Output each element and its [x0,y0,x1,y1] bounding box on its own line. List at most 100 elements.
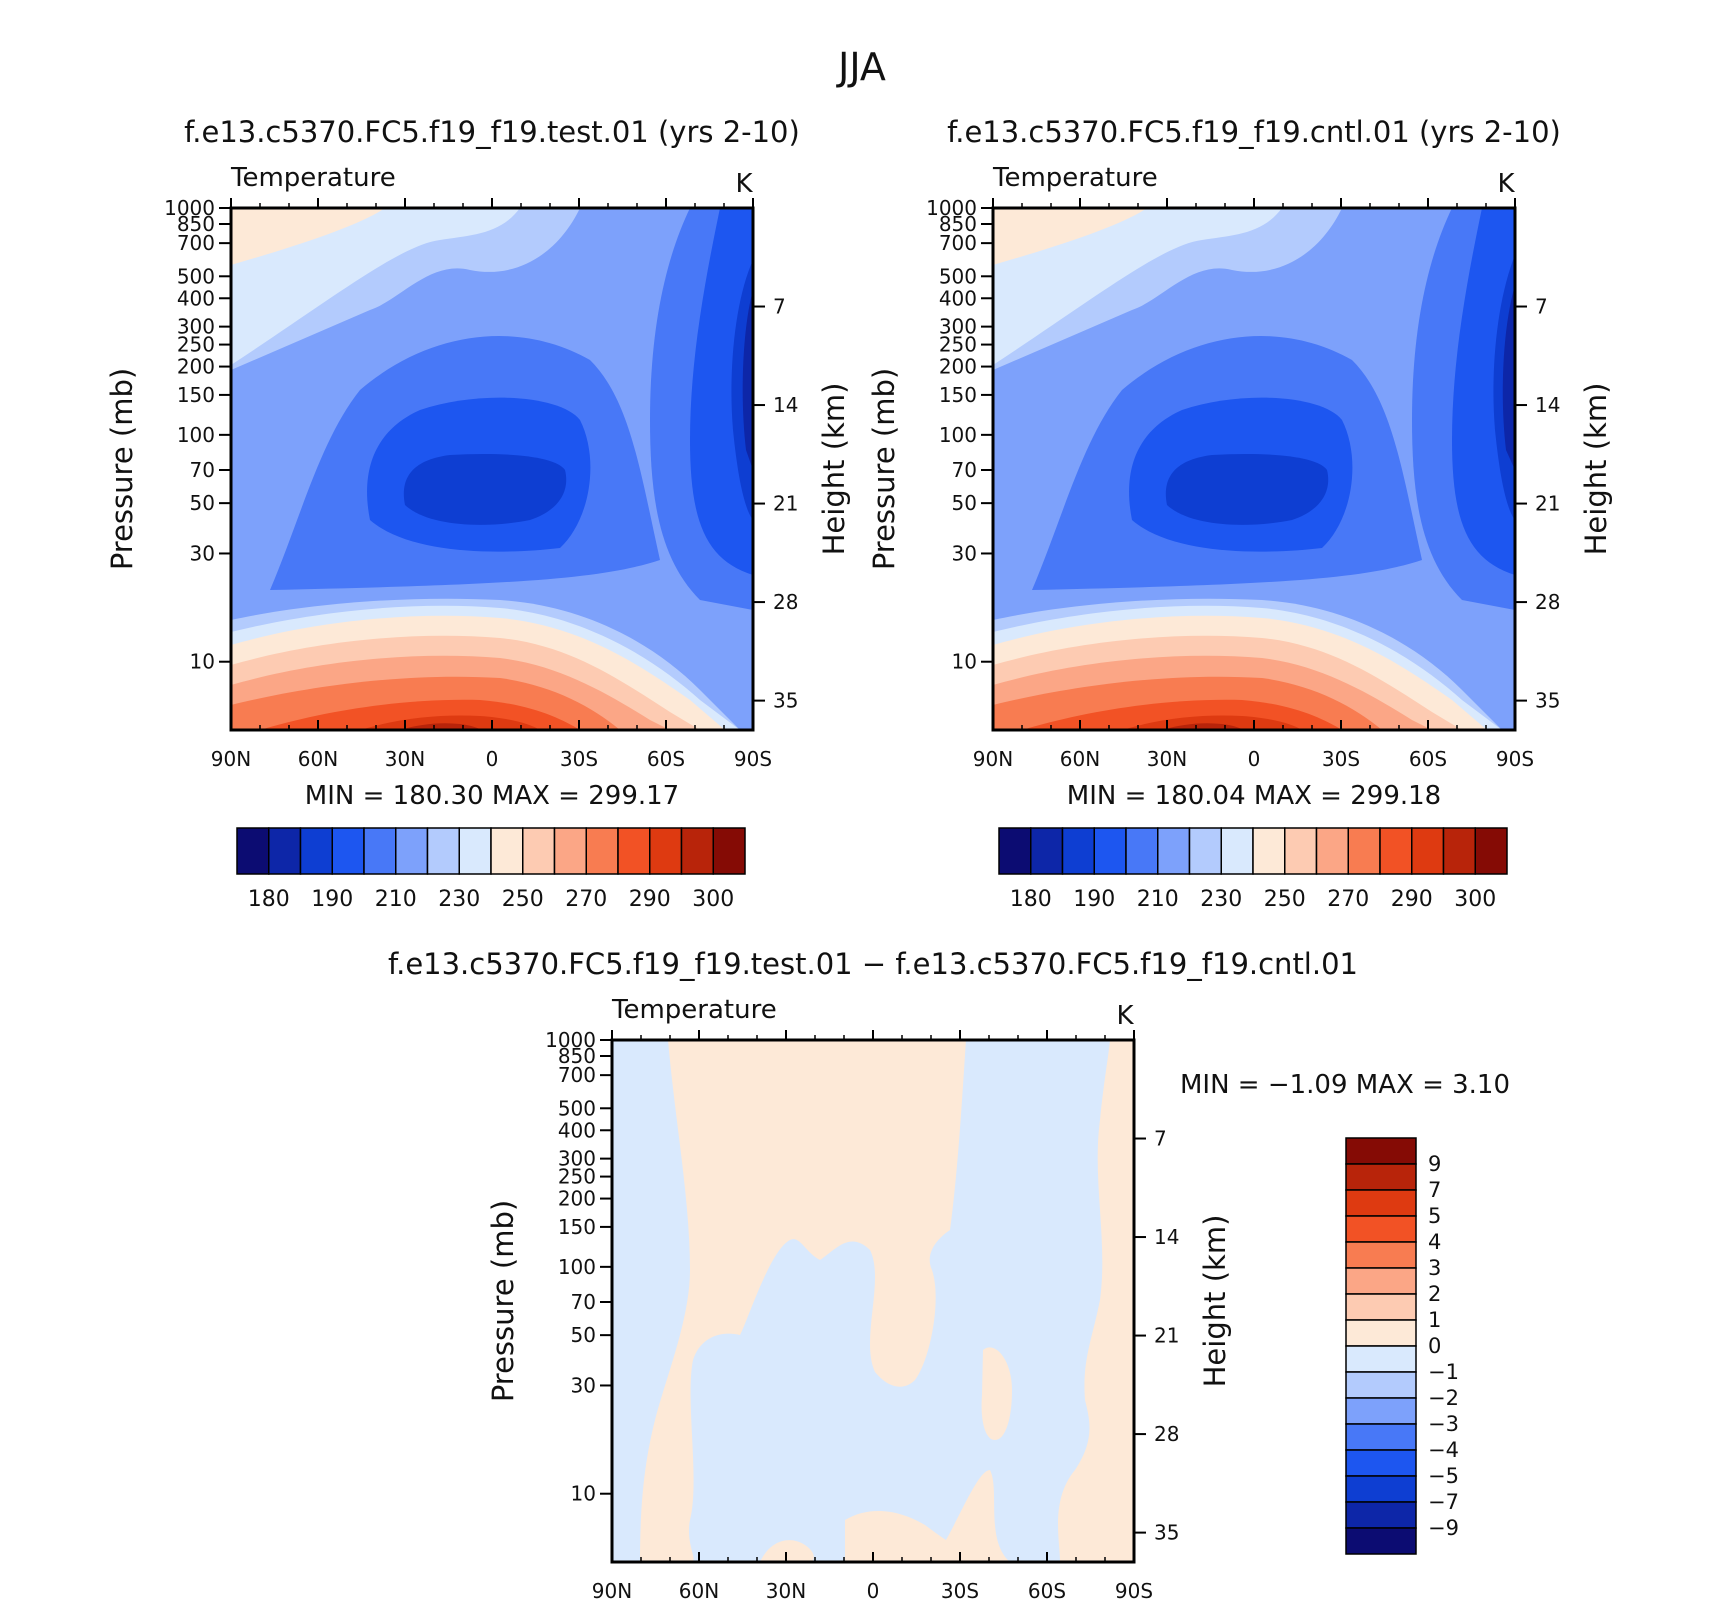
colorbar-label: −7 [1428,1490,1459,1514]
colorbar-label: 230 [438,887,480,912]
colorbar-swatch [490,827,524,875]
y-tick-label: 500 [177,264,215,288]
panel-test-title: f.e13.c5370.FC5.f19_f19.test.01 (yrs 2-1… [184,115,800,149]
y2-tick-label: 35 [1154,1521,1179,1545]
colorbar-swatch [1125,827,1159,875]
panel-test: f.e13.c5370.FC5.f19_f19.test.01 (yrs 2-1… [105,115,851,912]
y-tick-label: 700 [558,1063,596,1087]
x-tick-label: 90N [211,747,251,771]
y-tick-label: 200 [558,1187,596,1211]
colorbar-label: 210 [1137,887,1179,912]
colorbar-swatch [331,827,365,875]
colorbar-label: −5 [1428,1464,1459,1488]
colorbar-swatch [1315,827,1349,875]
colorbar-swatch [1345,1371,1417,1399]
panel-diff-units-label: K [1116,1001,1134,1031]
colorbar-swatch [1345,1163,1417,1191]
colorbar-label: 9 [1428,1152,1441,1176]
colorbar-label: 190 [311,887,353,912]
colorbar-swatch [1345,1397,1417,1425]
colorbar-swatch [1030,827,1064,875]
colorbar-swatch [1061,827,1095,875]
x-tick-label: 60N [679,1579,719,1600]
colorbar-label: 290 [629,887,671,912]
panel-cntl: f.e13.c5370.FC5.f19_f19.cntl.01 (yrs 2-1… [867,115,1613,912]
colorbar-swatch [712,827,746,875]
colorbar-swatch [1220,827,1254,875]
figure-title: JJA [836,45,886,89]
y-tick-label: 1000 [926,196,977,220]
x-tick-label: 90S [1115,1579,1153,1600]
colorbar-swatch [617,827,651,875]
x-tick-label: 0 [1248,747,1261,771]
y-tick-label: 200 [939,355,977,379]
panel-test-stats: MIN = 180.30 MAX = 299.17 [305,781,679,811]
y-tick-label: 200 [177,355,215,379]
x-tick-label: 90S [734,747,772,771]
y-tick-label: 1000 [545,1028,596,1052]
colorbar-label: 230 [1200,887,1242,912]
colorbar-label: 290 [1391,887,1433,912]
y-tick-label: 30 [190,541,215,565]
panel-diff-contour-field [612,1040,1134,1562]
panel-diff-field-label: Temperature [611,995,777,1025]
colorbar-swatch [1345,1501,1417,1529]
colorbar-swatch [553,827,587,875]
colorbar-label: −1 [1428,1360,1459,1384]
panel-cntl-ylabel: Pressure (mb) [867,368,901,570]
x-tick-label: 30S [1322,747,1360,771]
panel-cntl-field-label: Temperature [992,163,1158,193]
y2-tick-label: 28 [773,590,798,614]
colorbar-label: 190 [1073,887,1115,912]
colorbar-swatch [1345,1241,1417,1269]
colorbar-label: 300 [1454,887,1496,912]
panel-test-y2label: Height (km) [817,383,851,556]
panel-cntl-colorbar: 180 190 210 230 250 270 290 300 [998,827,1508,912]
colorbar-swatch [363,827,397,875]
panel-diff-stats: MIN = −1.09 MAX = 3.10 [1180,1070,1510,1100]
x-tick-label: 0 [486,747,499,771]
colorbar-swatch [458,827,492,875]
colorbar-swatch [1157,827,1191,875]
y-tick-label: 70 [952,458,977,482]
panel-cntl-title: f.e13.c5370.FC5.f19_f19.cntl.01 (yrs 2-1… [947,115,1561,149]
colorbar-swatch [1093,827,1127,875]
x-tick-label: 60S [1409,747,1447,771]
colorbar-label: −9 [1428,1516,1459,1540]
y-tick-label: 30 [571,1373,596,1397]
y2-tick-label: 35 [1535,689,1560,713]
y-tick-label: 150 [177,383,215,407]
x-tick-label: 60N [1060,747,1100,771]
colorbar-swatch [680,827,714,875]
y-tick-label: 30 [952,541,977,565]
colorbar-label: 1 [1428,1308,1441,1332]
y2-tick-label: 7 [1535,295,1548,319]
x-tick-label: 90N [592,1579,632,1600]
panel-test-ylabel: Pressure (mb) [105,368,139,570]
y-tick-label: 400 [939,286,977,310]
colorbar-swatch [299,827,333,875]
colorbar-label: −2 [1428,1386,1459,1410]
colorbar-label: −3 [1428,1412,1459,1436]
colorbar-label: 300 [692,887,734,912]
x-tick-label: 30N [766,1579,806,1600]
colorbar-label: 250 [1264,887,1306,912]
x-tick-label: 60N [298,747,338,771]
y-tick-label: 700 [939,231,977,255]
colorbar-swatch [1345,1189,1417,1217]
colorbar-label: 4 [1428,1230,1441,1254]
y-tick-label: 850 [177,212,215,236]
colorbar-label: 3 [1428,1256,1441,1280]
y2-tick-label: 28 [1535,590,1560,614]
colorbar-swatch [1252,827,1286,875]
y-tick-label: 100 [177,423,215,447]
y2-tick-label: 28 [1154,1422,1179,1446]
x-tick-label: 90S [1496,747,1534,771]
colorbar-label: 7 [1428,1178,1441,1202]
panel-diff-title: f.e13.c5370.FC5.f19_f19.test.01 − f.e13.… [388,947,1358,981]
y-tick-label: 500 [939,264,977,288]
colorbar-label: 270 [1327,887,1369,912]
y-tick-label: 50 [952,491,977,515]
y-tick-label: 300 [558,1147,596,1171]
